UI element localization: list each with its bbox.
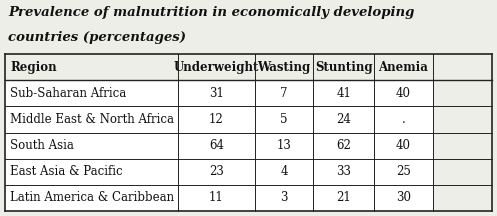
Bar (178, 54, 255, 80)
Text: 30: 30 (396, 191, 411, 204)
Bar (374, 185, 432, 211)
Text: 21: 21 (336, 191, 351, 204)
Text: 7: 7 (280, 87, 288, 100)
Text: 40: 40 (396, 87, 411, 100)
Text: Anemia: Anemia (378, 60, 428, 74)
Text: Region: Region (10, 60, 57, 74)
Bar (178, 132, 255, 159)
Text: 5: 5 (280, 113, 288, 126)
Text: 31: 31 (209, 87, 224, 100)
Bar (5, 106, 178, 132)
Bar (5, 80, 178, 106)
Text: 13: 13 (277, 139, 291, 152)
Text: 11: 11 (209, 191, 224, 204)
Bar (178, 185, 255, 211)
Text: 3: 3 (280, 191, 288, 204)
Text: 4: 4 (280, 165, 288, 178)
Bar (255, 80, 313, 106)
Bar (374, 80, 432, 106)
Bar (313, 106, 374, 132)
Bar (178, 159, 255, 185)
Text: East Asia & Pacific: East Asia & Pacific (10, 165, 123, 178)
Bar (313, 185, 374, 211)
Bar (374, 132, 432, 159)
Bar (255, 185, 313, 211)
Bar (5, 185, 178, 211)
Bar (374, 106, 432, 132)
Text: Wasting: Wasting (257, 60, 311, 74)
Bar (5, 132, 178, 159)
Text: Prevalence of malnutrition in economically developing: Prevalence of malnutrition in economical… (8, 6, 414, 19)
Text: South Asia: South Asia (10, 139, 74, 152)
Bar (255, 54, 313, 80)
Text: 25: 25 (396, 165, 411, 178)
Text: Underweight: Underweight (173, 60, 259, 74)
Text: 33: 33 (336, 165, 351, 178)
Text: 24: 24 (336, 113, 351, 126)
Text: 40: 40 (396, 139, 411, 152)
Text: Sub-Saharan Africa: Sub-Saharan Africa (10, 87, 126, 100)
Text: 23: 23 (209, 165, 224, 178)
Text: 12: 12 (209, 113, 224, 126)
Bar (255, 106, 313, 132)
Bar (374, 54, 432, 80)
Bar (313, 80, 374, 106)
Bar (178, 106, 255, 132)
Text: .: . (402, 113, 405, 126)
Text: 64: 64 (209, 139, 224, 152)
Bar (255, 132, 313, 159)
Bar (255, 159, 313, 185)
Bar (313, 132, 374, 159)
Text: Stunting: Stunting (315, 60, 373, 74)
Bar (5, 159, 178, 185)
Bar (374, 159, 432, 185)
Bar (5, 54, 178, 80)
Text: Middle East & North Africa: Middle East & North Africa (10, 113, 174, 126)
Text: 41: 41 (336, 87, 351, 100)
Text: 62: 62 (336, 139, 351, 152)
Bar (313, 54, 374, 80)
Text: Latin America & Caribbean: Latin America & Caribbean (10, 191, 174, 204)
Bar (313, 159, 374, 185)
Text: countries (percentages): countries (percentages) (8, 31, 186, 44)
Bar (178, 80, 255, 106)
